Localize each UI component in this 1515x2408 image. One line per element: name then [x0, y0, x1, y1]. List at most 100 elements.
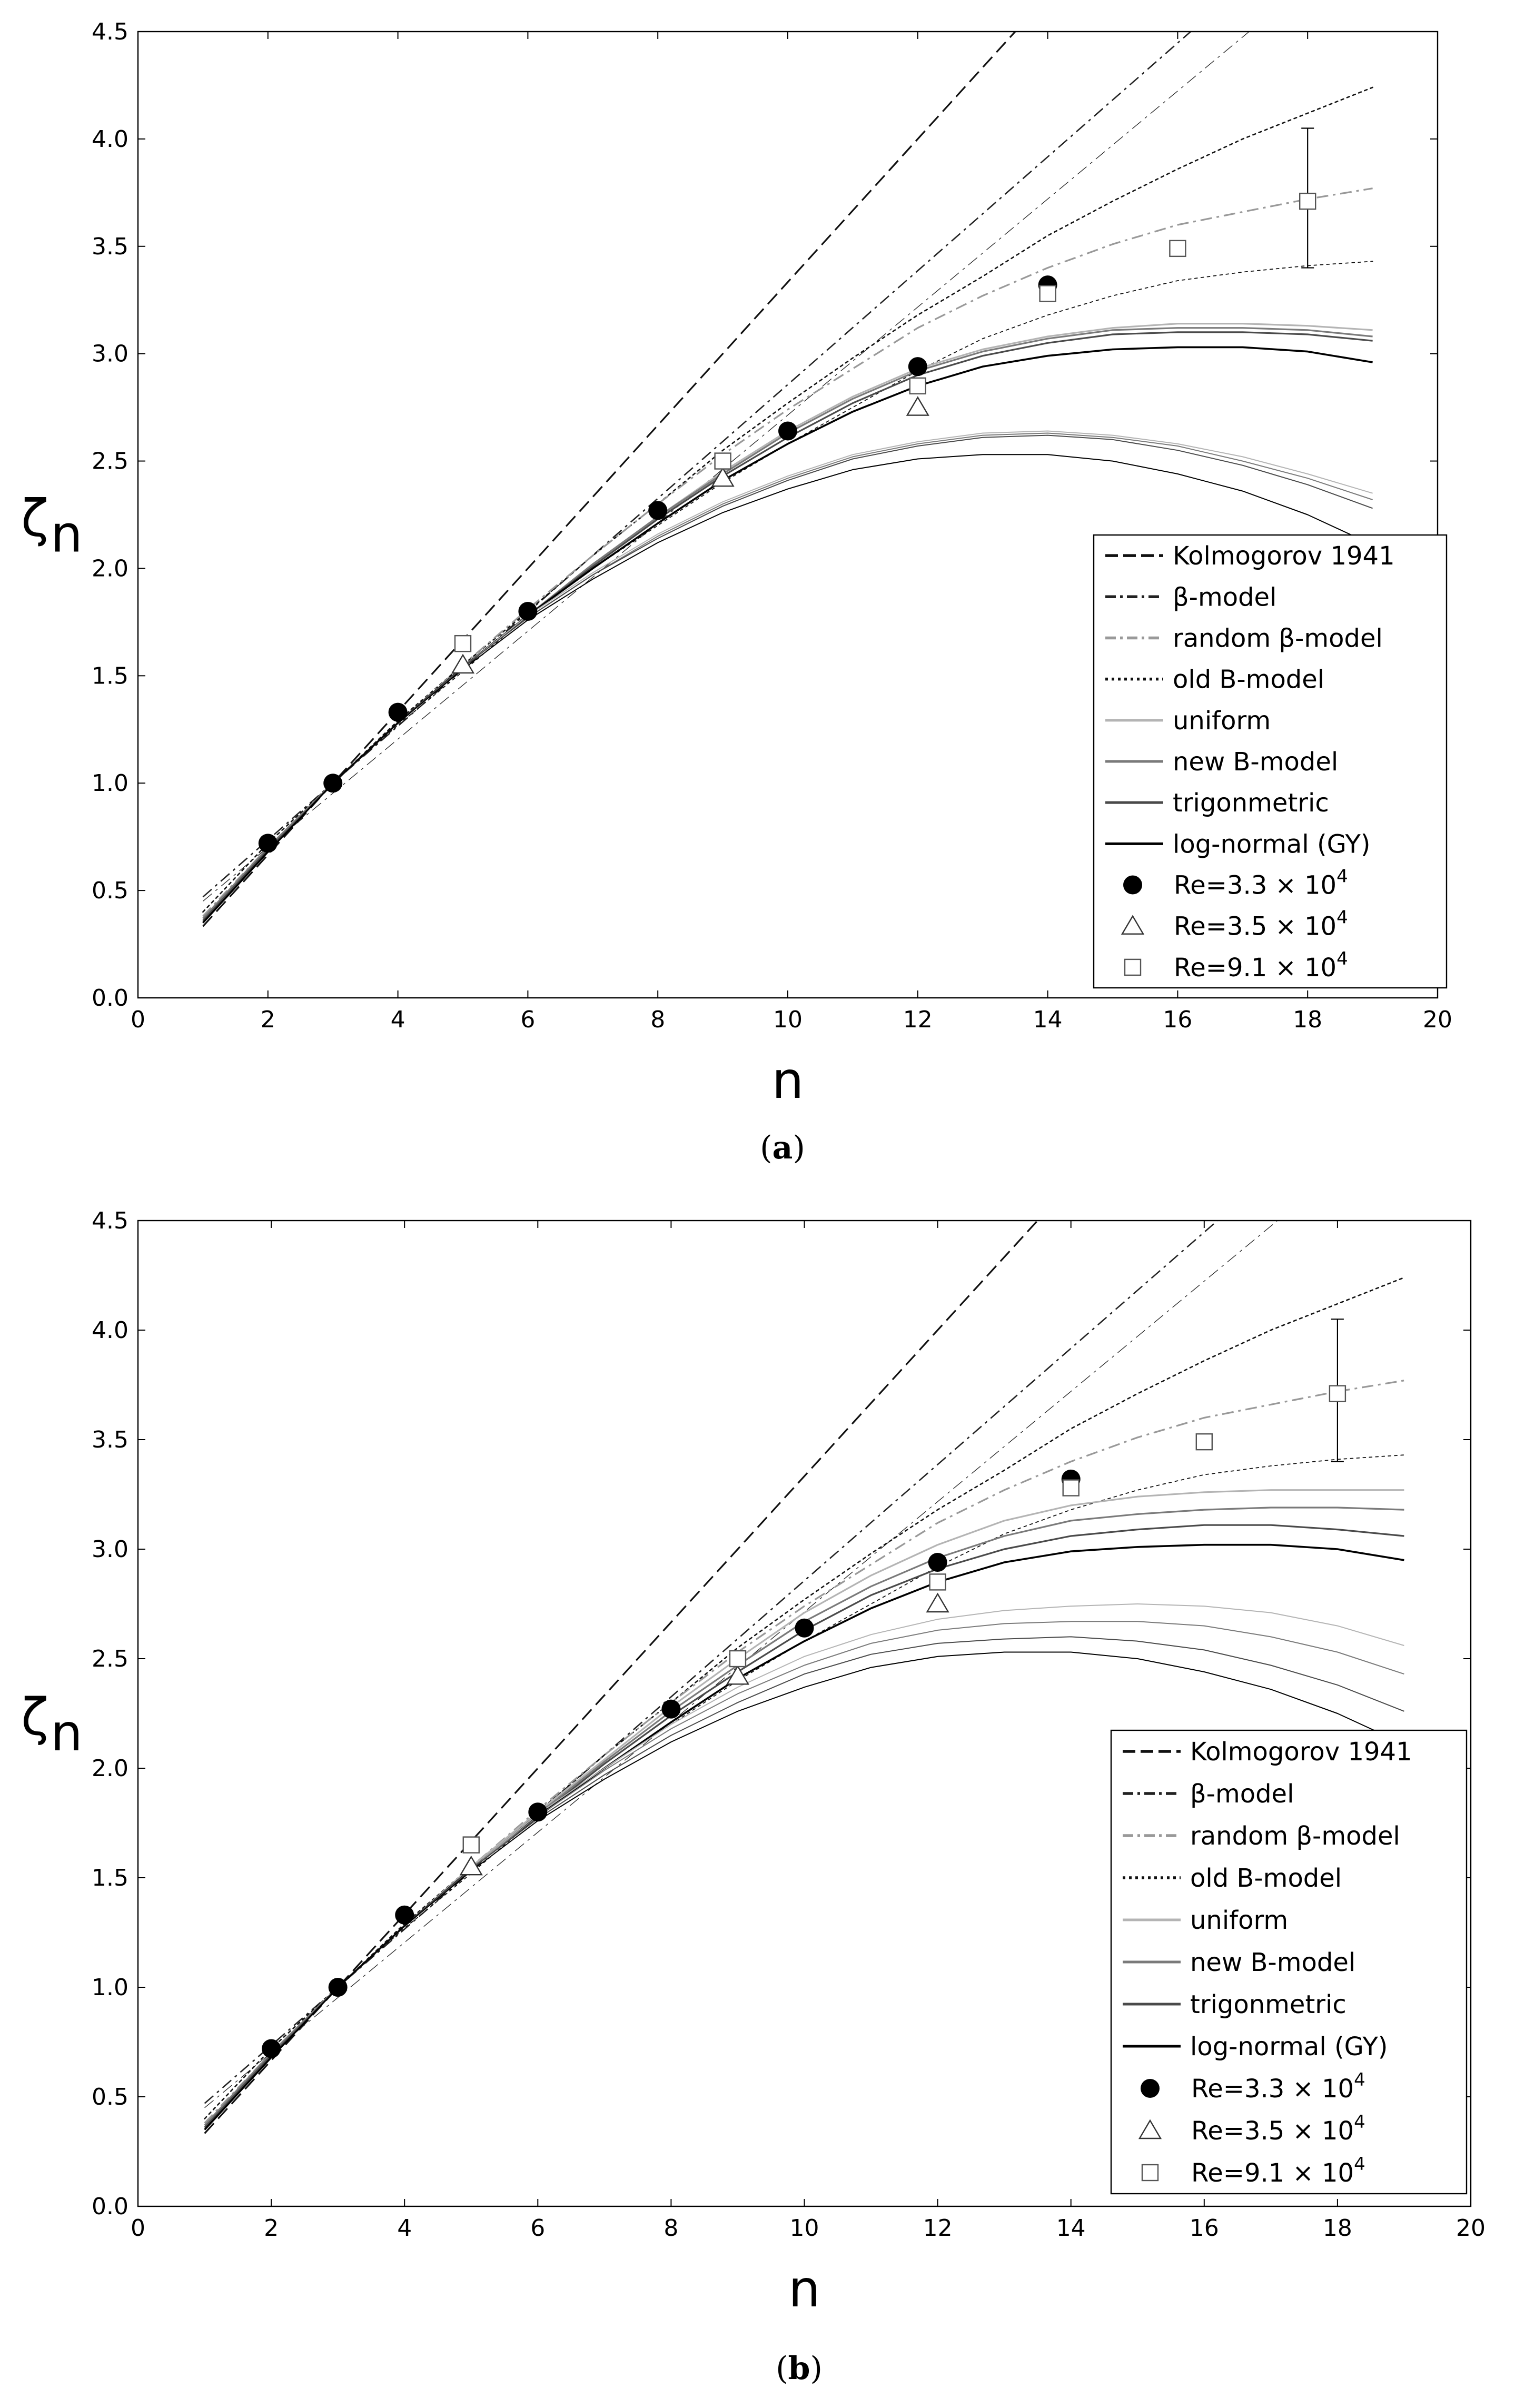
x-tick-label: 12 — [903, 1006, 933, 1033]
y-tick-label: 2.5 — [92, 448, 128, 475]
legend-label: new B-model — [1190, 1948, 1355, 1977]
legend-label-superscript: 4 — [1354, 2069, 1365, 2090]
legend-label: Re=9.1 × 104 — [1174, 948, 1348, 983]
x-tick-label: 0 — [131, 2215, 145, 2242]
x-tick-label: 8 — [664, 2215, 678, 2242]
legend-label-superscript: 4 — [1336, 948, 1348, 969]
data-point-circle — [395, 1905, 414, 1925]
y-tick-label: 4.0 — [92, 126, 128, 153]
y-tick-label: 3.0 — [92, 341, 128, 368]
x-tick-label: 6 — [520, 1006, 535, 1033]
data-point-circle — [648, 501, 668, 520]
data-point-triangle — [906, 396, 929, 416]
data-point-circle — [661, 1699, 681, 1719]
series-line-random-model — [202, 187, 1373, 917]
x-tick-label: 16 — [1163, 1006, 1192, 1033]
x-axis-label: n — [772, 1051, 804, 1110]
legend-marker-square — [1124, 958, 1142, 976]
x-tick-label: 2 — [261, 1006, 275, 1033]
data-point-circle — [908, 357, 927, 376]
legend-label-superscript: 4 — [1354, 2112, 1365, 2133]
legend-label: Re=3.5 × 104 — [1191, 2112, 1365, 2146]
legend-label: old B-model — [1173, 665, 1324, 695]
series-line-log-normal-lower — [204, 1651, 1404, 2130]
y-tick-label: 0.5 — [92, 2084, 128, 2110]
y-tick-label: 2.0 — [92, 555, 128, 582]
legend-label-superscript: 4 — [1336, 907, 1348, 928]
legend-label: trigonmetric — [1173, 788, 1329, 818]
legend-label: new B-model — [1173, 747, 1338, 777]
legend-label: Kolmogorov 1941 — [1190, 1737, 1412, 1767]
y-tick-label: 0.0 — [92, 985, 128, 1012]
legend-marker-square — [1141, 2164, 1159, 2182]
caption-letter: b — [788, 2350, 810, 2387]
legend-label: trigonmetric — [1190, 1990, 1346, 2019]
x-tick-label: 2 — [264, 2215, 279, 2242]
data-point-circle — [328, 1978, 348, 1997]
x-tick-label: 0 — [131, 1006, 145, 1033]
caption-close-paren: ) — [810, 2350, 822, 2387]
data-point-square — [462, 1836, 480, 1854]
legend-label: Re=3.3 × 104 — [1191, 2069, 1365, 2104]
data-point-circle — [262, 2039, 281, 2058]
y-tick-label: 3.5 — [92, 233, 128, 260]
data-point-square — [714, 452, 731, 470]
x-tick-label: 14 — [1033, 1006, 1063, 1033]
x-axis-label: n — [788, 2260, 820, 2318]
legend-label: random β-model — [1173, 623, 1383, 653]
legend-label: log-normal (GY) — [1173, 829, 1371, 859]
y-tick-label: 2.5 — [92, 1646, 128, 1672]
y-axis-label: ζ — [21, 1688, 48, 1747]
data-point-circle — [323, 774, 343, 793]
data-point-triangle — [459, 1855, 483, 1876]
data-point-circle — [928, 1552, 947, 1572]
legend-label: uniform — [1190, 1906, 1288, 1935]
legend-label-superscript: 4 — [1354, 2154, 1365, 2175]
data-point-triangle — [926, 1592, 949, 1613]
legend-label: Kolmogorov 1941 — [1173, 541, 1395, 571]
data-point-circle — [518, 602, 538, 621]
legend-label: β-model — [1173, 582, 1276, 612]
y-tick-label: 4.0 — [92, 1317, 128, 1344]
x-tick-label: 20 — [1423, 1006, 1452, 1033]
x-tick-label: 6 — [530, 2215, 545, 2242]
x-tick-label: 8 — [650, 1006, 665, 1033]
data-point-triangle — [451, 653, 475, 674]
legend-label-superscript: 4 — [1336, 866, 1348, 887]
y-axis-label-subscript: n — [51, 505, 83, 564]
y-axis-label-subscript: n — [51, 1703, 83, 1762]
y-axis-label: ζ — [21, 489, 48, 548]
y-tick-label: 1.0 — [92, 770, 128, 797]
x-tick-label: 10 — [790, 2215, 819, 2242]
x-tick-label: 10 — [773, 1006, 803, 1033]
y-tick-label: 4.5 — [92, 18, 128, 45]
x-tick-label: 12 — [923, 2215, 953, 2242]
x-tick-label: 4 — [397, 2215, 412, 2242]
x-tick-label: 18 — [1293, 1006, 1322, 1033]
y-tick-label: 1.5 — [92, 1865, 128, 1891]
legend-label: Re=9.1 × 104 — [1191, 2154, 1365, 2188]
x-tick-label: 16 — [1190, 2215, 1219, 2242]
caption-open-paren: ( — [760, 1129, 772, 1166]
y-tick-label: 0.0 — [92, 2193, 128, 2220]
legend-label: random β-model — [1190, 1821, 1400, 1851]
caption-letter: a — [773, 1129, 793, 1166]
x-tick-label: 20 — [1456, 2215, 1486, 2242]
data-point-square — [1329, 1385, 1346, 1402]
y-tick-label: 0.5 — [92, 877, 128, 904]
legend-label: uniform — [1173, 706, 1271, 736]
panel-caption: (a) — [760, 1129, 805, 1166]
x-tick-label: 4 — [391, 1006, 405, 1033]
chart-panel-a: 0 2 4 6 8 10 12 14 16 18 20 0.0 0.5 1.0 1.5 2.0 2.5 3.0 3.… — [21, 18, 1452, 1166]
legend-label: old B-model — [1190, 1864, 1342, 1893]
legend-marker-circle — [1123, 875, 1142, 895]
plot-frame — [137, 31, 1439, 999]
legend-label: Re=3.3 × 104 — [1174, 866, 1348, 900]
legend-marker-triangle — [1121, 915, 1145, 935]
legend-label: Re=3.5 × 104 — [1174, 907, 1348, 942]
data-point-triangle — [711, 467, 735, 487]
series-group — [202, 32, 1373, 927]
data-point-circle — [258, 834, 278, 853]
y-tick-label: 3.5 — [92, 1426, 128, 1453]
